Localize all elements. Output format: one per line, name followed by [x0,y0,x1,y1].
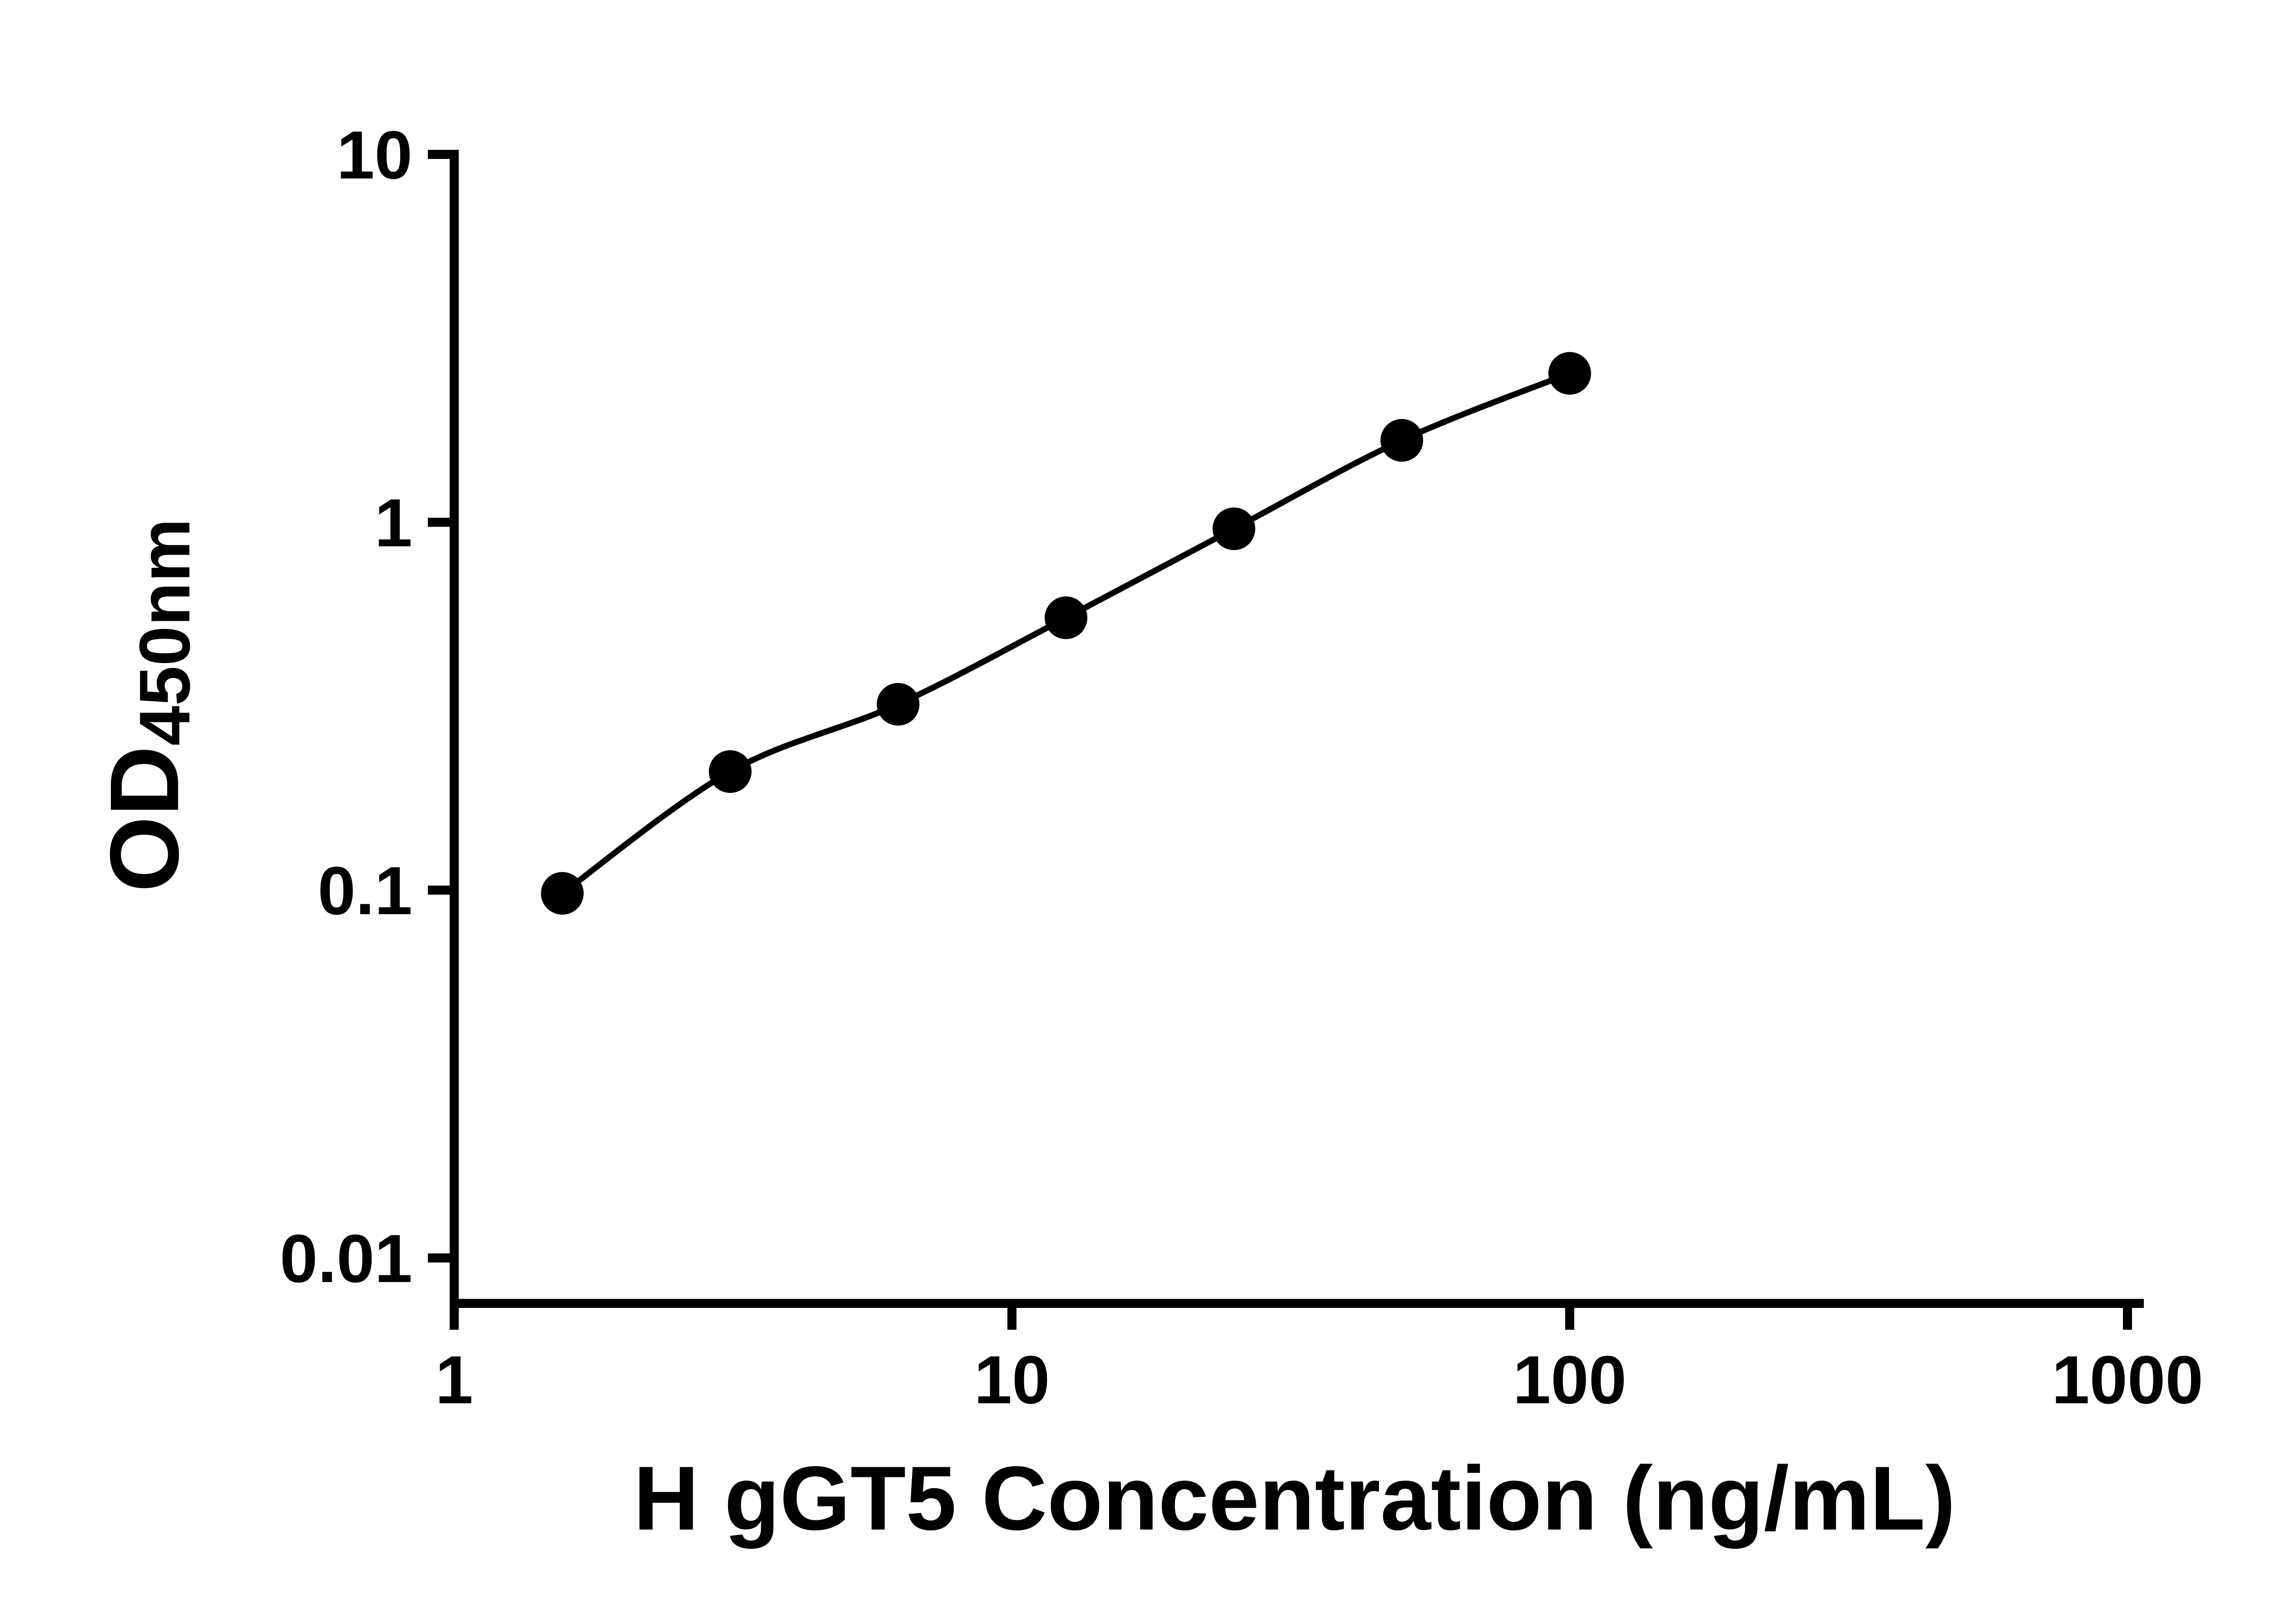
data-point [709,750,752,793]
y-axis-title: OD450nm [88,518,205,892]
data-point [1548,352,1591,395]
y-tick-label: 0.1 [317,852,412,929]
y-tick-label: 10 [337,117,412,193]
y-tick-label: 0.01 [280,1220,412,1297]
y-tick-label: 1 [375,485,412,561]
x-tick-label: 1 [435,1342,473,1418]
y-axis-title-subscript: 450nm [125,518,205,746]
data-point [1380,419,1423,462]
x-tick-label: 10 [974,1342,1050,1418]
data-point [1212,507,1255,550]
x-tick-label: 1000 [2052,1342,2203,1418]
data-point [541,872,584,915]
data-point [877,683,920,726]
data-point [1045,596,1088,639]
x-axis-title: H gGT5 Concentration (ng/mL) [633,1448,1956,1549]
x-tick-label: 100 [1513,1342,1626,1418]
y-axis-title-main: OD [89,746,199,892]
